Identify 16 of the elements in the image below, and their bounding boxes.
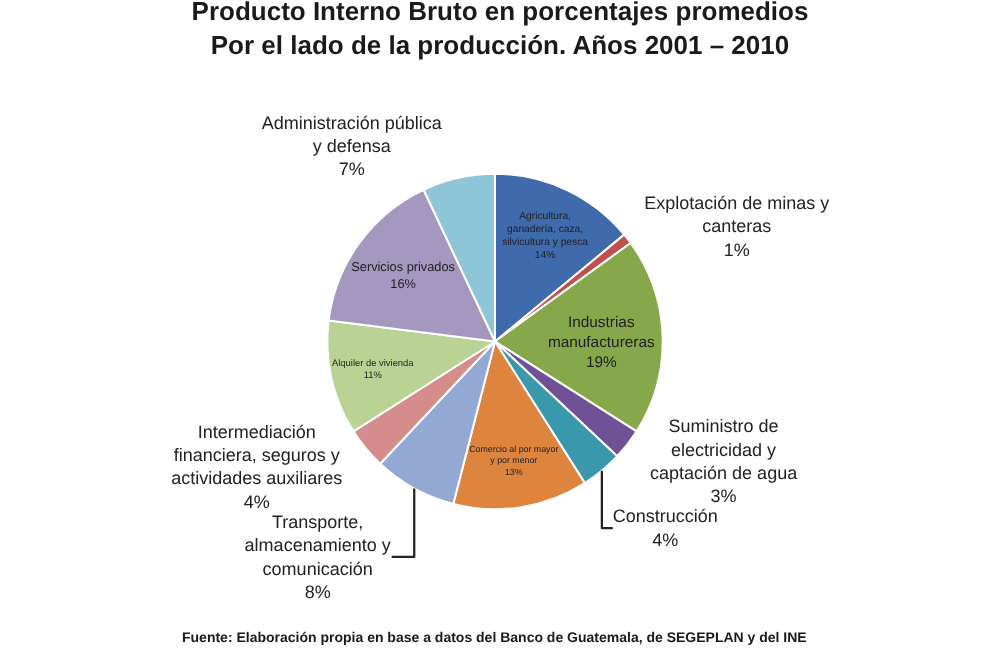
slice-label: Explotación de minas y canteras (644, 192, 831, 237)
data-label: 8% (304, 582, 331, 603)
slice-label: Construcción (612, 506, 718, 527)
data-label: 4% (243, 491, 270, 512)
slice-label: Intermediación financiera, seguros y actividades auxiliares (171, 421, 344, 489)
chart-title: Producto Interno Bruto en porcentajes promedios (191, 0, 809, 26)
data-label: 3% (710, 486, 737, 507)
data-label: 1% (723, 239, 750, 260)
data-label: 19% (585, 352, 617, 371)
chart-subtitle: Por el lado de la producción. Años 2001 – 2010 (210, 29, 790, 60)
slice-label: Suministro de electricidad y captación de agua (650, 416, 798, 483)
data-label: 7% (338, 159, 365, 180)
slice-label: Industrias manufactureras (547, 312, 655, 351)
slice-label: Administración pública y defensa (261, 112, 442, 157)
data-label: 4% (652, 529, 679, 550)
slice-label: Transporte, almacenamiento y comunicación (244, 511, 392, 579)
